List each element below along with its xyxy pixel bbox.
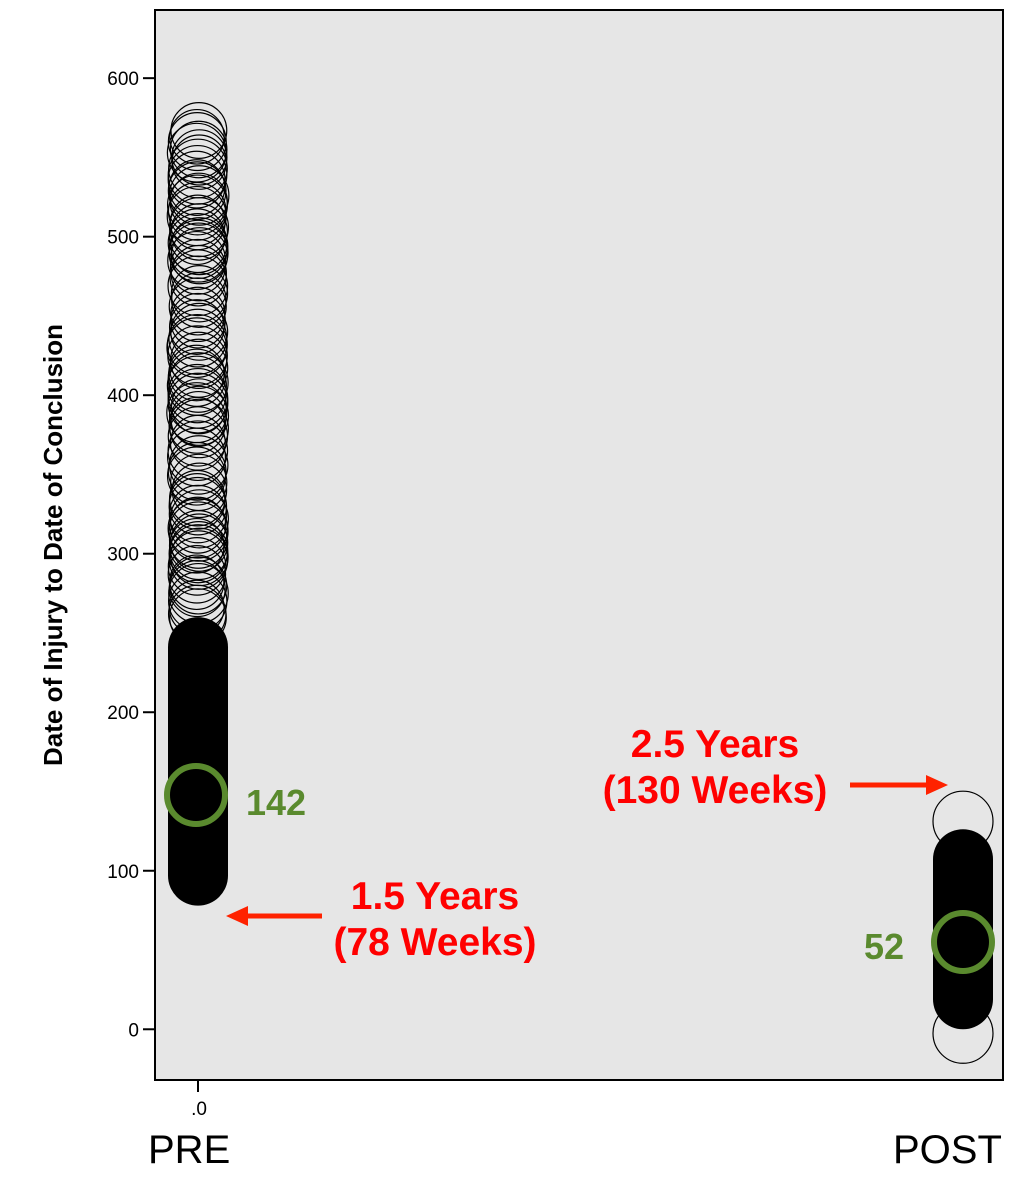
data-point — [169, 496, 227, 554]
plot-area — [154, 9, 1004, 1081]
y-axis-label: Date of Injury to Date of Conclusion — [38, 324, 68, 766]
median-markers — [164, 763, 995, 974]
series-pre — [166, 101, 230, 906]
data-point — [166, 313, 228, 375]
series-post — [932, 790, 994, 1064]
y-tick-label: 200 — [107, 703, 139, 724]
post-median-label: 52 — [864, 926, 905, 967]
y-tick-label: 0 — [128, 1020, 139, 1041]
data-point — [167, 545, 227, 604]
data-marks — [166, 101, 994, 1064]
data-point — [167, 498, 229, 559]
y-axis: 0 100 200 300 400 500 600 — [107, 69, 155, 1041]
pre-arrow-head — [226, 906, 248, 926]
pre-bound-weeks: (78 Weeks) — [333, 921, 537, 964]
pre-median-circle — [164, 763, 228, 827]
data-point — [170, 101, 228, 159]
data-point — [932, 790, 994, 852]
data-point — [166, 122, 227, 183]
data-point — [168, 138, 228, 199]
data-point — [167, 537, 227, 596]
data-point — [166, 185, 227, 247]
y-tick-label: 500 — [107, 228, 139, 249]
data-point — [169, 108, 225, 165]
annotation-arrows — [226, 775, 948, 926]
data-point — [932, 1002, 994, 1064]
dense-point-cluster — [933, 829, 993, 1030]
x-tick-label: .0 — [191, 1099, 207, 1120]
y-tick-label: 400 — [107, 386, 139, 407]
x-axis: .0 — [191, 1080, 207, 1120]
data-point — [170, 265, 229, 323]
data-point — [169, 489, 229, 549]
data-point — [166, 317, 228, 379]
data-point — [167, 348, 226, 407]
data-point — [170, 292, 226, 349]
post-arrow-head — [926, 775, 948, 795]
data-point — [168, 208, 226, 266]
y-tick-label: 100 — [107, 862, 139, 883]
category-label-pre: PRE — [148, 1128, 231, 1172]
data-point — [168, 165, 230, 226]
data-point — [168, 562, 229, 624]
data-point — [167, 112, 227, 172]
data-point — [168, 385, 230, 446]
dense-point-cluster — [168, 617, 228, 906]
data-point — [167, 161, 227, 221]
data-point — [167, 212, 228, 274]
data-point — [169, 398, 229, 459]
data-point — [169, 120, 228, 179]
data-point — [169, 338, 229, 398]
y-tick-label: 300 — [107, 545, 139, 566]
data-point — [168, 435, 229, 495]
data-point — [170, 302, 229, 361]
data-point — [168, 476, 228, 536]
post-bound-years: 2.5 Years — [630, 723, 800, 766]
category-label-post: POST — [893, 1128, 1002, 1172]
pre-median-label: 142 — [246, 782, 307, 823]
y-tick-label: 600 — [107, 69, 139, 90]
pre-bound-years: 1.5 Years — [350, 875, 520, 918]
post-median-circle — [931, 910, 995, 974]
post-bound-weeks: (130 Weeks) — [602, 769, 828, 812]
data-point — [166, 355, 228, 416]
data-point — [167, 420, 229, 482]
pre-bound-annotation: 1.5 Years (78 Weeks) — [290, 874, 580, 966]
post-bound-annotation: 2.5 Years (130 Weeks) — [565, 722, 865, 814]
